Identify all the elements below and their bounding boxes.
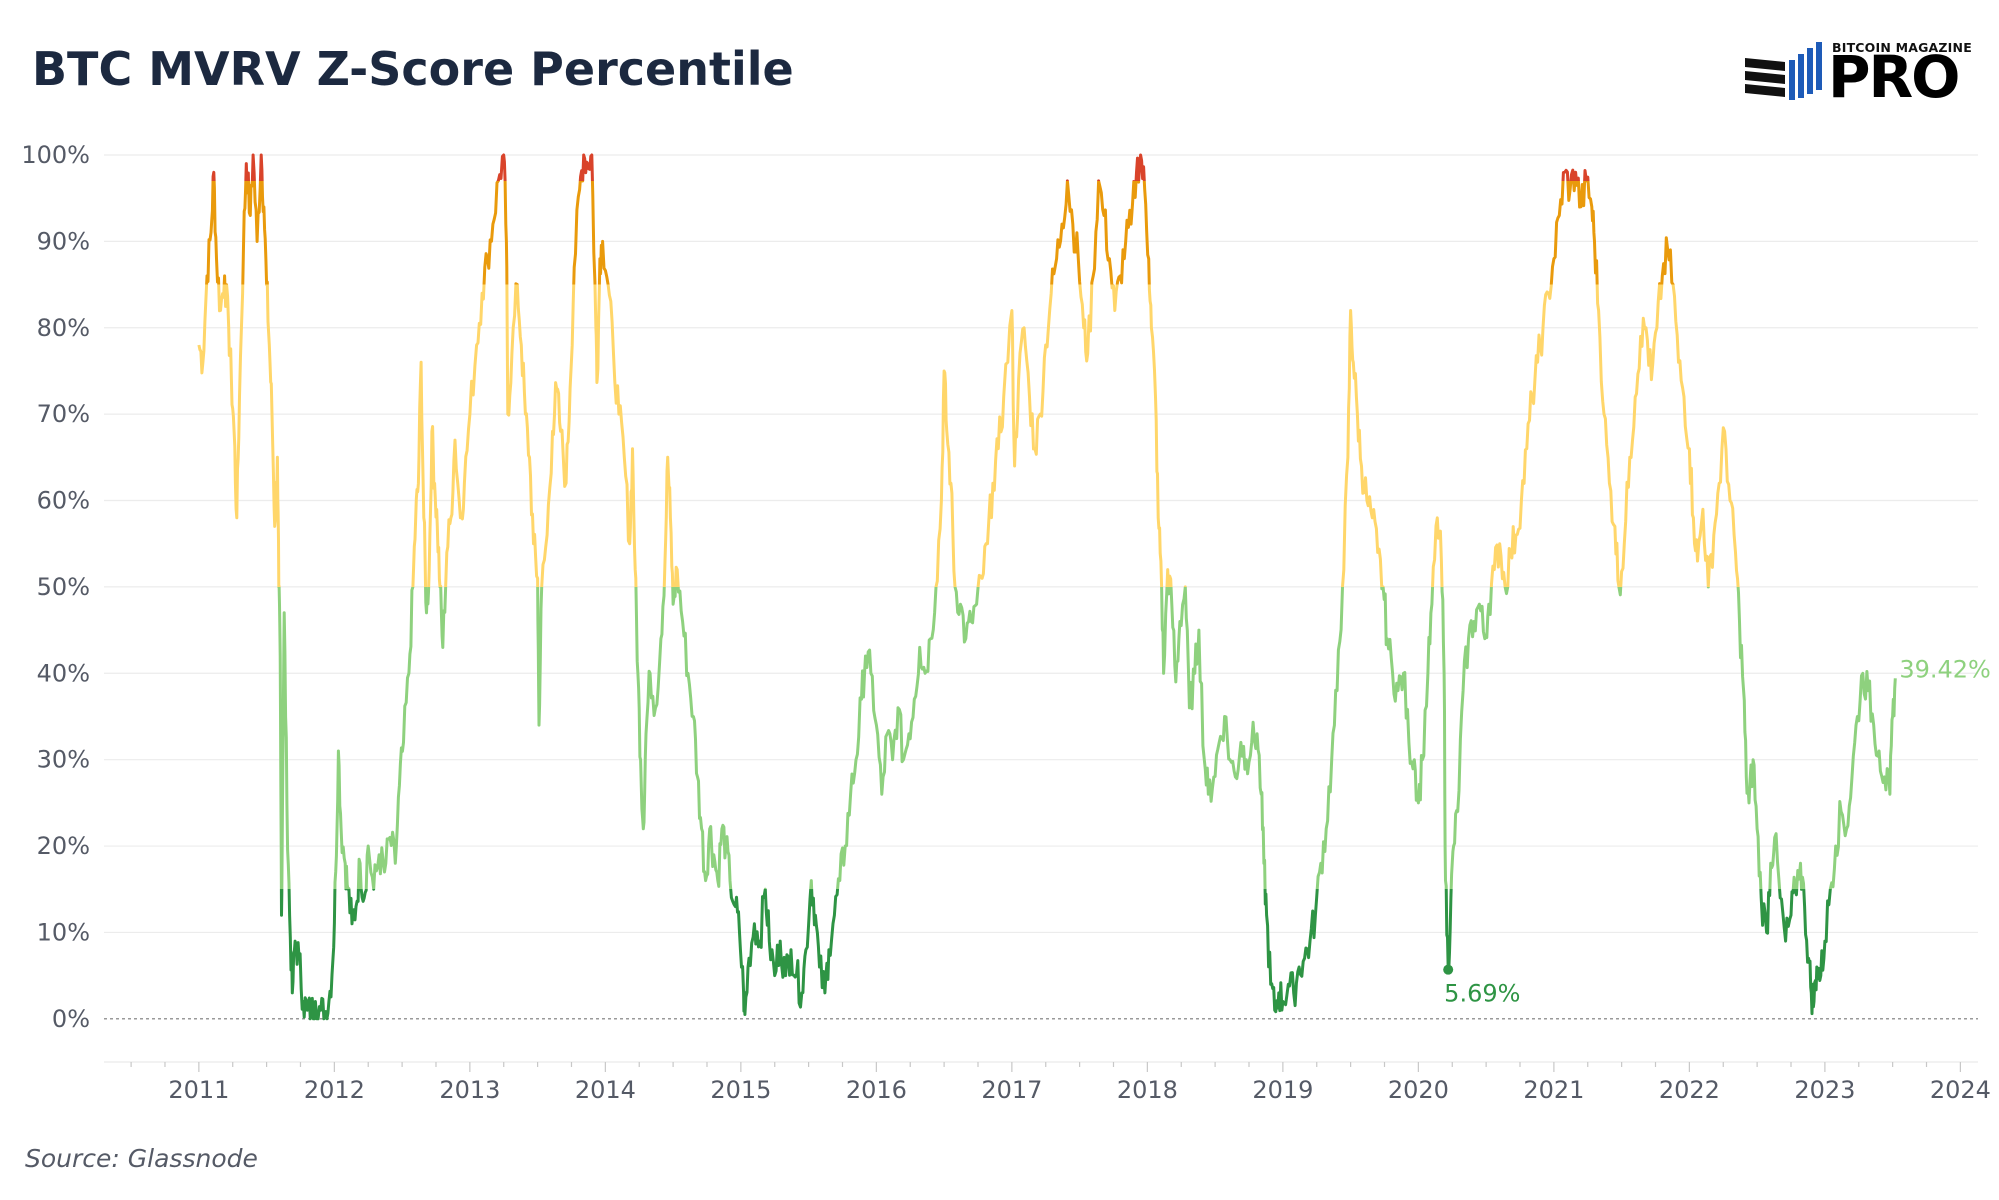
- x-tick-label: 2016: [846, 1076, 907, 1104]
- axes: 0% 10% 20% 30% 40% 50% 60% 70% 80% 90% 100% 2011 201…: [21, 141, 1991, 1104]
- y-tick-label: 40%: [37, 659, 90, 687]
- x-tick-label: 2011: [168, 1076, 229, 1104]
- source-note: Source: Glassnode: [25, 1144, 258, 1173]
- y-tick-label: 10%: [37, 918, 90, 946]
- chart-title: BTC MVRV Z-Score Percentile: [32, 42, 794, 96]
- annotations: 5.69% 39.42%: [1443, 655, 1991, 1008]
- latest-value-label: 39.42%: [1899, 655, 1991, 683]
- y-tick-label: 100%: [21, 141, 90, 169]
- x-tick-label: 2023: [1794, 1076, 1855, 1104]
- x-tick-label: 2021: [1523, 1076, 1584, 1104]
- y-tick-label: 0%: [52, 1005, 90, 1033]
- series-line: [197, 153, 1897, 1021]
- x-tick-label: 2022: [1659, 1076, 1720, 1104]
- y-tick-label: 50%: [37, 573, 90, 601]
- mvrv-series-line: [197, 153, 1897, 1021]
- logo-stripes-icon: [1745, 42, 1822, 100]
- x-tick-label: 2012: [304, 1076, 365, 1104]
- logo-small-text: BITCOIN MAGAZINE: [1832, 40, 1972, 55]
- x-tick-label: 2019: [1252, 1076, 1313, 1104]
- annotation-label: 5.69%: [1444, 980, 1520, 1008]
- y-tick-label: 80%: [37, 314, 90, 342]
- bitcoin-magazine-logo-icon: [1745, 42, 1822, 100]
- y-tick-label: 30%: [37, 746, 90, 774]
- y-tick-label: 60%: [37, 487, 90, 515]
- x-tick-label: 2024: [1930, 1076, 1991, 1104]
- min-point-marker: [1443, 964, 1454, 975]
- x-tick-label: 2015: [710, 1076, 771, 1104]
- x-tick-label: 2020: [1388, 1076, 1449, 1104]
- logo-big-text: PRO: [1828, 43, 1960, 111]
- y-tick-label: 70%: [37, 400, 90, 428]
- x-tick-label: 2018: [1117, 1076, 1178, 1104]
- x-tick-label: 2014: [575, 1076, 636, 1104]
- x-tick-label: 2013: [439, 1076, 500, 1104]
- x-tick-label: 2017: [981, 1076, 1042, 1104]
- grid-lines: [104, 154, 1978, 1020]
- y-tick-label: 90%: [37, 227, 90, 255]
- y-tick-label: 20%: [37, 832, 90, 860]
